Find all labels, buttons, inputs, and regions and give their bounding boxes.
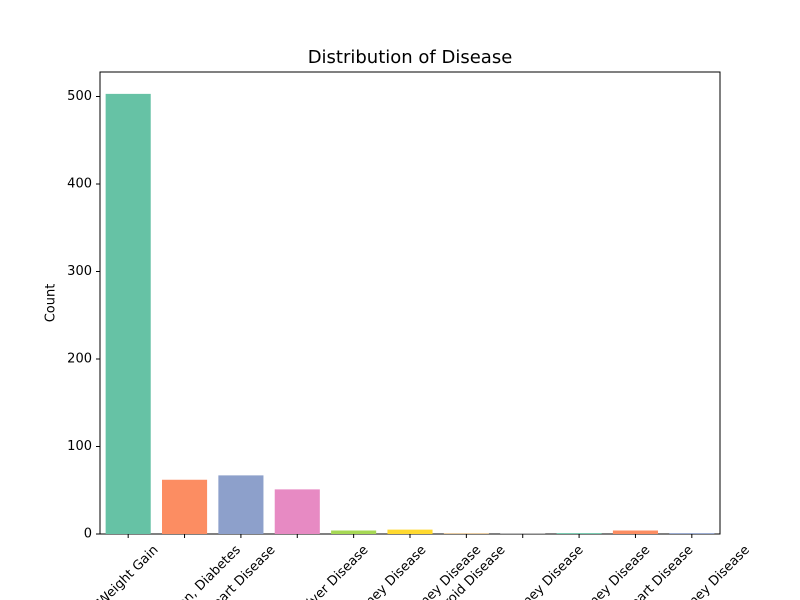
- bar: [162, 479, 208, 534]
- bar: [387, 529, 433, 534]
- y-axis-label: Count: [44, 284, 59, 323]
- chart-title: Distribution of Disease: [308, 47, 513, 68]
- y-tick-label: 100: [67, 439, 92, 454]
- bar: [331, 530, 377, 534]
- bar: [218, 475, 264, 534]
- y-tick-label: 300: [67, 264, 92, 279]
- bar: [612, 530, 658, 534]
- plot-frame: [99, 71, 721, 535]
- y-tick-label: 400: [67, 177, 92, 192]
- y-tick-label: 200: [67, 352, 92, 367]
- y-tick-label: 500: [67, 89, 92, 104]
- y-tick-label: 0: [84, 527, 92, 542]
- bar: [105, 93, 151, 534]
- bar: [669, 533, 715, 534]
- bar: [443, 533, 489, 534]
- bar: [556, 533, 602, 534]
- x-tick-label: Weight Gain: [95, 543, 162, 600]
- bar: [500, 533, 546, 534]
- bar: [274, 489, 320, 534]
